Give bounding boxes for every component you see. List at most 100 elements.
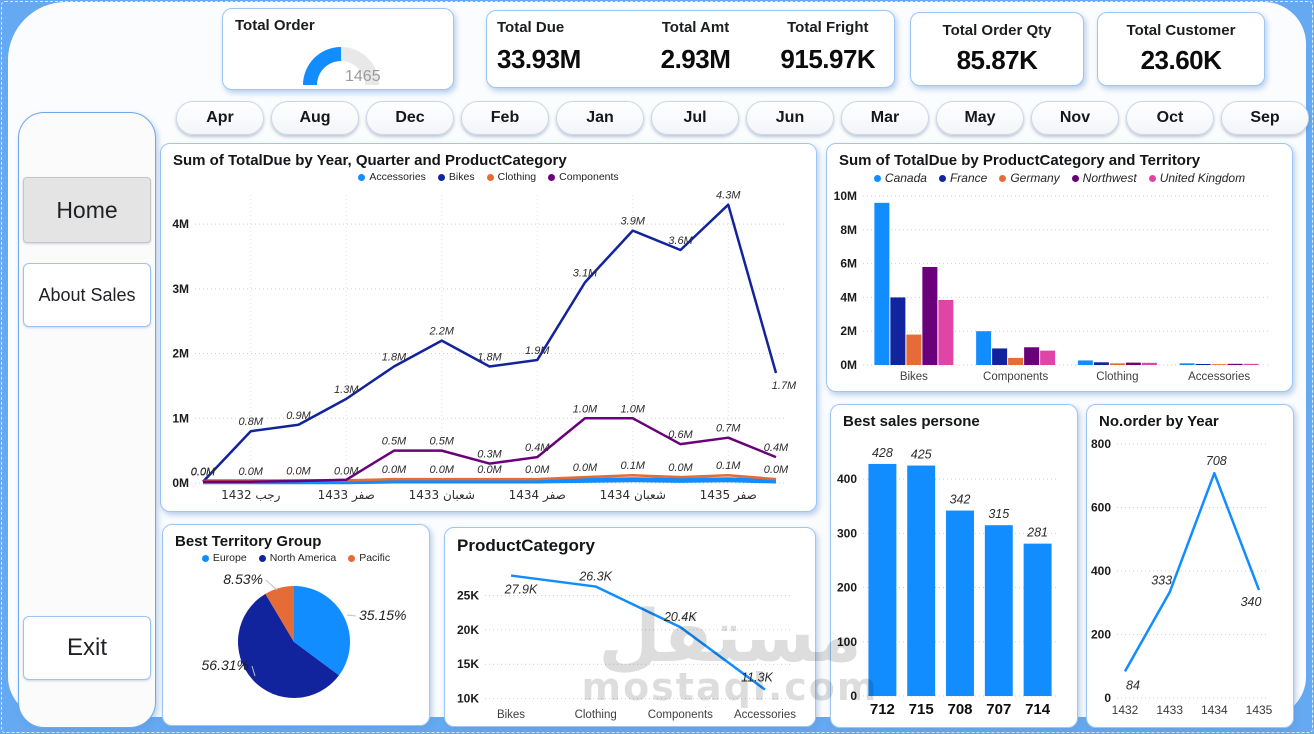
svg-text:6M: 6M — [840, 257, 857, 271]
month-pill-apr[interactable]: Apr — [176, 101, 264, 135]
svg-text:Accessories: Accessories — [1188, 371, 1250, 383]
total-order-qty-label: Total Order Qty — [942, 22, 1052, 39]
month-pill-nov[interactable]: Nov — [1031, 101, 1119, 135]
svg-text:0.6M: 0.6M — [668, 429, 693, 441]
pie-chart-card-territory-group: Best Territory Group Europe North America… — [162, 524, 430, 726]
month-pill-aug[interactable]: Aug — [271, 101, 359, 135]
bar-chart-canvas: 0 100 200 300 400 428 712 425 715 342 708 315 707 281… — [831, 430, 1077, 722]
svg-text:25K: 25K — [457, 588, 479, 602]
svg-text:3.1M: 3.1M — [573, 267, 598, 279]
svg-text:1465: 1465 — [345, 68, 381, 85]
svg-text:425: 425 — [911, 448, 932, 462]
svg-text:1432: 1432 — [1112, 703, 1139, 717]
month-pill-oct[interactable]: Oct — [1126, 101, 1214, 135]
svg-text:0.0M: 0.0M — [191, 467, 216, 479]
exit-button[interactable]: Exit — [23, 616, 151, 680]
month-pill-mar[interactable]: Mar — [841, 101, 929, 135]
svg-text:84: 84 — [1126, 678, 1140, 692]
svg-text:0.0M: 0.0M — [477, 464, 502, 476]
svg-text:35.15%: 35.15% — [359, 607, 406, 623]
total-due-value: 33.93M — [497, 44, 581, 74]
legend-item: Northwest — [1071, 171, 1137, 185]
svg-text:1.7M: 1.7M — [772, 380, 797, 392]
total-order-gauge-card: Total Order 1465 — [222, 8, 454, 90]
svg-text:0.0M: 0.0M — [191, 466, 216, 478]
line-chart-canvas: 0M 1M 2M 3M 4M رجب 1432 صفر 1433 شعبان 1433 صفر … — [161, 183, 816, 507]
svg-text:1.0M: 1.0M — [573, 403, 598, 415]
about-sales-button[interactable]: About Sales — [23, 263, 151, 327]
svg-text:2M: 2M — [172, 347, 189, 361]
pie-chart-canvas: 35.15% 56.31% 8.53% — [163, 564, 429, 720]
svg-text:0.5M: 0.5M — [430, 436, 455, 448]
svg-text:شعبان 1433: شعبان 1433 — [409, 488, 475, 502]
month-pill-jun[interactable]: Jun — [746, 101, 834, 135]
nav-sidebar: Home About Sales Exit — [18, 112, 156, 728]
svg-text:8M: 8M — [840, 223, 857, 237]
svg-text:رجب 1432: رجب 1432 — [221, 488, 281, 503]
home-button[interactable]: Home — [23, 177, 151, 243]
svg-text:715: 715 — [909, 701, 934, 718]
svg-text:0.0M: 0.0M — [382, 464, 407, 476]
svg-text:100: 100 — [837, 635, 857, 649]
legend-item: Bikes — [437, 171, 475, 183]
svg-text:333: 333 — [1151, 573, 1172, 587]
month-pill-jan[interactable]: Jan — [556, 101, 644, 135]
svg-text:0.0M: 0.0M — [334, 465, 359, 477]
svg-text:Bikes: Bikes — [497, 709, 525, 721]
svg-text:0.0M: 0.0M — [764, 464, 789, 476]
svg-text:Components: Components — [983, 371, 1048, 383]
line-chart-canvas: 10K 15K 20K 25K Bikes Clothing Components Acces… — [445, 556, 815, 724]
svg-text:1435: 1435 — [1246, 703, 1273, 717]
total-customer-value: 23.60K — [1140, 45, 1222, 75]
svg-text:600: 600 — [1091, 501, 1111, 515]
svg-text:3.9M: 3.9M — [621, 216, 646, 228]
legend-item: France — [938, 171, 987, 185]
svg-text:2.2M: 2.2M — [429, 326, 455, 338]
svg-text:صفر 1433: صفر 1433 — [318, 488, 375, 503]
svg-text:20K: 20K — [457, 623, 479, 637]
month-pill-feb[interactable]: Feb — [461, 101, 549, 135]
svg-text:0.0M: 0.0M — [239, 466, 264, 478]
month-pill-jul[interactable]: Jul — [651, 101, 739, 135]
line-chart-card-orders-by-year: No.order by Year 0 200 400 600 800 1432 1433 14… — [1086, 404, 1294, 728]
svg-text:Clothing: Clothing — [1096, 371, 1138, 383]
month-pill-dec[interactable]: Dec — [366, 101, 454, 135]
svg-text:صفر 1435: صفر 1435 — [700, 488, 757, 503]
svg-text:4M: 4M — [840, 290, 857, 304]
chart-title: Sum of TotalDue by Year, Quarter and Pro… — [173, 152, 567, 169]
svg-text:708: 708 — [947, 701, 972, 718]
svg-text:0.0M: 0.0M — [286, 465, 311, 477]
svg-text:428: 428 — [872, 446, 893, 460]
svg-text:0.1M: 0.1M — [621, 460, 646, 472]
svg-text:300: 300 — [837, 526, 857, 540]
svg-text:800: 800 — [1091, 437, 1111, 451]
svg-text:15K: 15K — [457, 657, 479, 671]
svg-text:400: 400 — [1091, 564, 1111, 578]
svg-text:1433: 1433 — [1156, 703, 1183, 717]
bar-chart-card-sales-person: Best sales persone 0 100 200 300 400 428 712 42… — [830, 404, 1078, 728]
chart-title: Best Territory Group — [175, 533, 322, 550]
svg-text:342: 342 — [950, 493, 971, 507]
month-pill-may[interactable]: May — [936, 101, 1024, 135]
svg-text:0.0M: 0.0M — [430, 464, 455, 476]
svg-text:3.6M: 3.6M — [668, 235, 693, 247]
svg-text:Accessories: Accessories — [734, 709, 796, 721]
svg-text:0: 0 — [850, 689, 857, 703]
month-pill-sep[interactable]: Sep — [1221, 101, 1309, 135]
svg-text:0.4M: 0.4M — [525, 442, 550, 454]
svg-text:2M: 2M — [840, 324, 857, 338]
svg-text:1.0M: 1.0M — [621, 403, 646, 415]
total-customer-label: Total Customer — [1126, 22, 1236, 39]
svg-text:315: 315 — [988, 507, 1009, 521]
total-amt-value: 2.93M — [660, 44, 731, 74]
svg-text:4.3M: 4.3M — [716, 190, 741, 202]
svg-text:0M: 0M — [172, 476, 189, 490]
svg-text:شعبان 1434: شعبان 1434 — [600, 488, 666, 502]
svg-text:708: 708 — [1206, 454, 1227, 468]
svg-text:27.9K: 27.9K — [504, 583, 538, 597]
svg-text:0.8M: 0.8M — [239, 416, 264, 428]
svg-text:20.4K: 20.4K — [663, 610, 697, 624]
total-fright-label: Total Fright — [787, 19, 869, 36]
chart-title: Sum of TotalDue by ProductCategory and T… — [839, 152, 1201, 169]
line-chart-card-totaldue-quarter: Sum of TotalDue by Year, Quarter and Pro… — [160, 143, 817, 512]
